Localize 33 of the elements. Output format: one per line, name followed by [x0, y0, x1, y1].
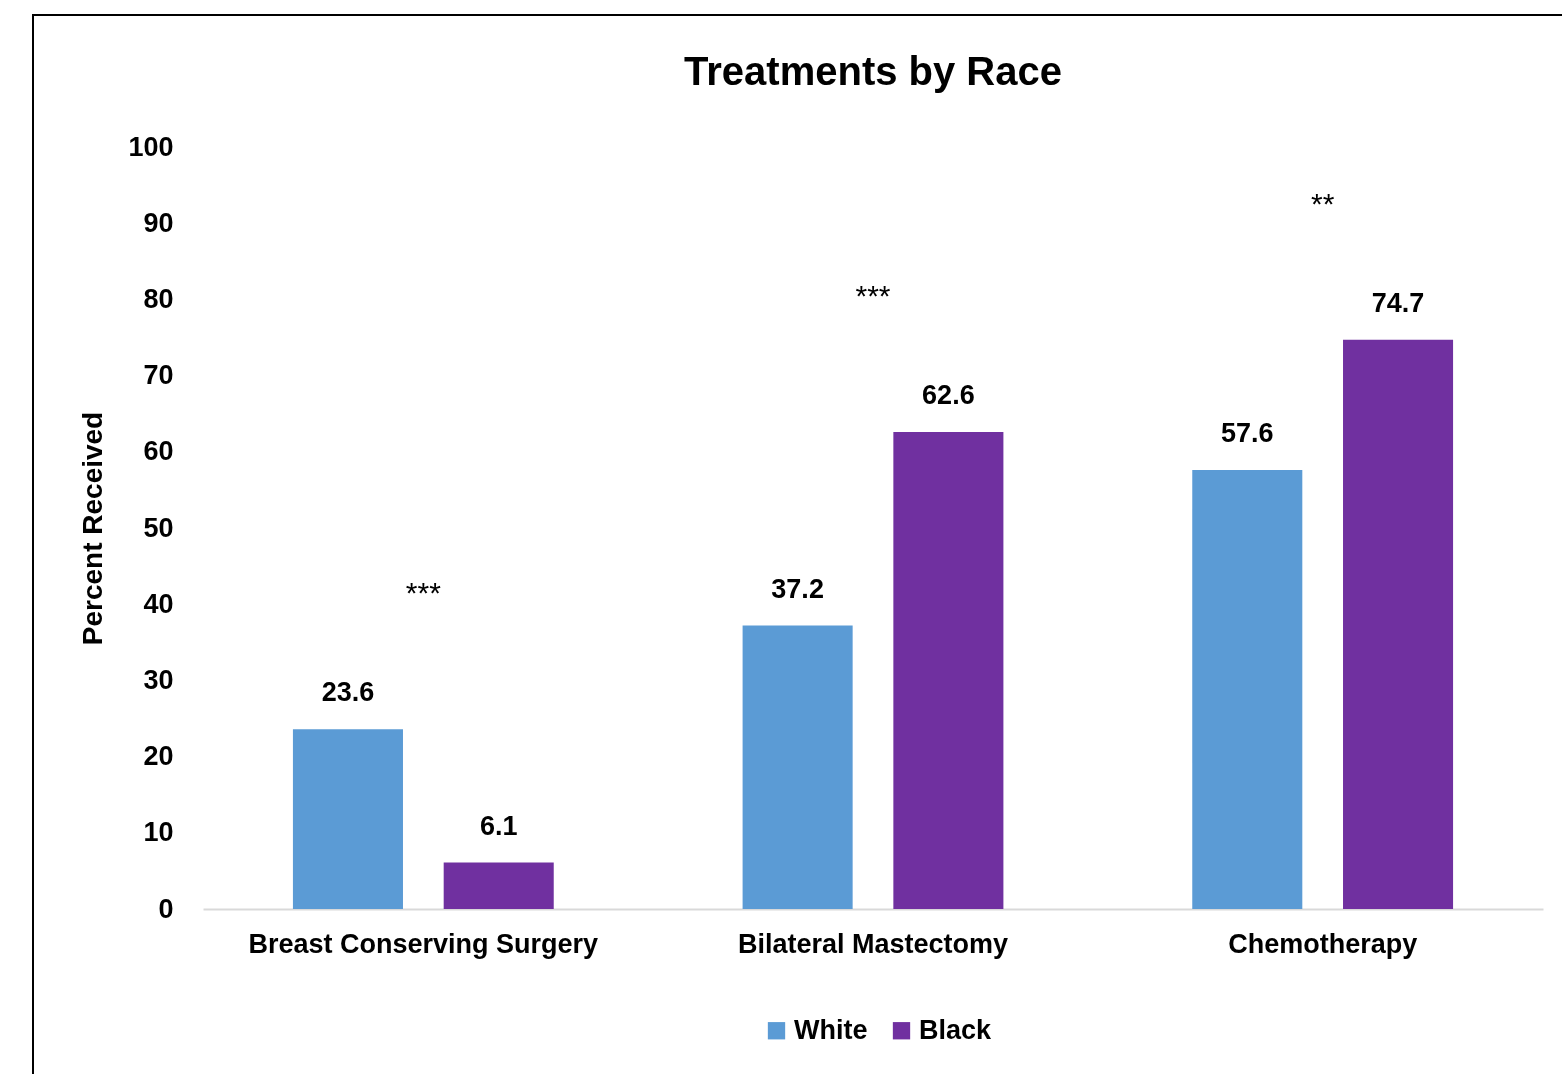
- bar: [1192, 470, 1303, 909]
- y-tick-label: 80: [143, 283, 174, 314]
- data-label: 6.1: [479, 810, 518, 841]
- y-tick-label: 100: [128, 131, 174, 162]
- x-tick-label: Chemotherapy: [1228, 928, 1418, 959]
- annotation: ***: [405, 576, 442, 610]
- y-tick-label: 50: [143, 512, 174, 543]
- bar: [742, 625, 853, 909]
- y-tick-label: 0: [158, 893, 174, 924]
- x-tick-label: Breast Conserving Surgery: [248, 928, 599, 959]
- x-tick-label: Bilateral Mastectomy: [737, 928, 1009, 959]
- legend-label: White: [794, 1014, 868, 1045]
- data-label: 37.2: [771, 573, 824, 604]
- bar: [893, 431, 1004, 909]
- y-tick-label: 30: [143, 664, 174, 695]
- annotation: ***: [855, 278, 891, 312]
- data-label: 62.6: [922, 379, 975, 410]
- y-tick-label: 10: [143, 817, 174, 848]
- y-tick-label: 60: [143, 436, 174, 467]
- annotation: **: [1310, 186, 1335, 220]
- y-axis-title: Percent Received: [77, 411, 109, 646]
- bar: [1343, 339, 1454, 909]
- y-tick-label: 40: [143, 588, 174, 619]
- chart-title: Treatments by Race: [684, 49, 1062, 93]
- bar: [443, 862, 554, 909]
- data-label: 23.6: [321, 677, 375, 708]
- data-label: 57.6: [1221, 418, 1274, 449]
- legend-label: Black: [919, 1014, 993, 1045]
- y-tick-label: 90: [143, 207, 174, 238]
- y-tick-label: 70: [143, 360, 174, 391]
- bar: [292, 729, 403, 909]
- data-label: 74.7: [1371, 287, 1425, 318]
- y-tick-label: 20: [143, 741, 174, 772]
